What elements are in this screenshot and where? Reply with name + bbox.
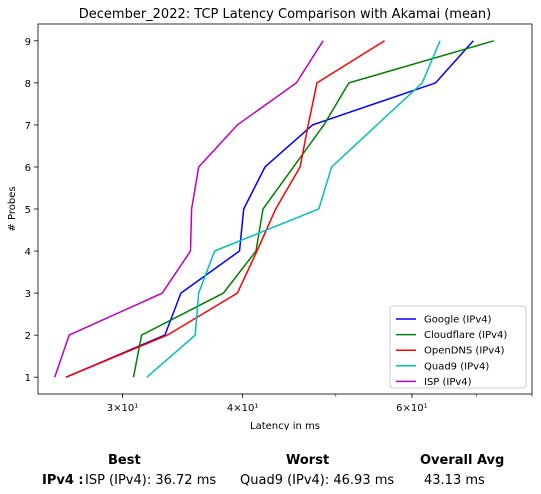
y-tick-label: 3: [25, 289, 31, 300]
x-tick-label: 3×10¹: [107, 403, 138, 414]
worst-value: Quad9 (IPv4): 46.93 ms: [240, 473, 395, 488]
series-line-3: [146, 40, 441, 378]
y-tick-label: 7: [25, 121, 31, 132]
legend-label: OpenDNS (IPv4): [424, 346, 505, 357]
y-tick-label: 5: [25, 205, 31, 216]
legend-label: ISP (IPv4): [424, 377, 472, 388]
y-tick-label: 6: [25, 163, 31, 174]
overall-avg-value: 43.13 ms: [424, 473, 485, 488]
x-tick-label: 4×10¹: [227, 403, 258, 414]
y-tick-label: 2: [25, 331, 31, 342]
best-value: ISP (IPv4): 36.72 ms: [85, 473, 217, 488]
series-line-1: [132, 40, 495, 378]
legend-box: [389, 305, 527, 389]
y-axis-label: # Probes: [7, 186, 18, 231]
x-axis-label: Latency in ms: [250, 421, 320, 430]
series-line-4: [53, 40, 324, 378]
chart-title: December_2022: TCP Latency Comparison wi…: [79, 7, 491, 22]
legend-label: Quad9 (IPv4): [424, 361, 489, 372]
legend-label: Google (IPv4): [424, 315, 492, 326]
legend-label: Cloudflare (IPv4): [424, 330, 507, 341]
series-line-2: [65, 40, 385, 378]
best-header: Best: [108, 453, 141, 468]
y-tick-label: 9: [25, 37, 31, 48]
y-tick-label: 8: [25, 79, 31, 90]
ipv4-row-label: IPv4 :: [42, 473, 84, 488]
y-tick-label: 4: [25, 247, 31, 258]
latency-chart: December_2022: TCP Latency Comparison wi…: [7, 7, 533, 430]
x-tick-label: 6×10¹: [396, 403, 427, 414]
y-tick-label: 1: [25, 373, 31, 384]
worst-header: Worst: [286, 453, 330, 468]
overall-avg-header: Overall Avg: [420, 453, 505, 468]
